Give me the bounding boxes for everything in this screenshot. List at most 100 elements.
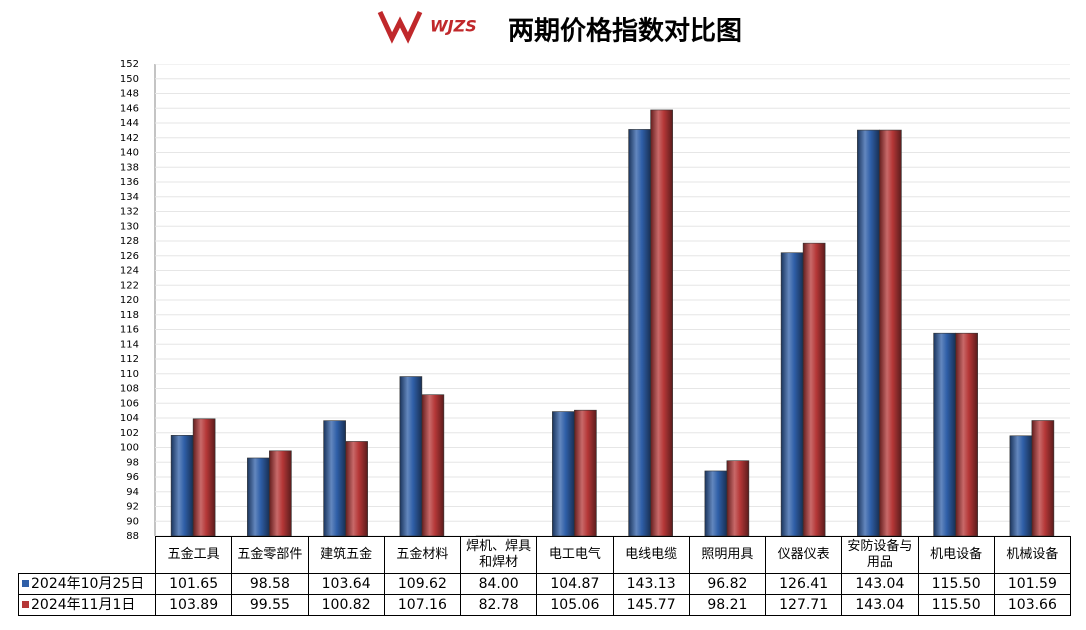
y-tick-label: 130 <box>120 221 139 232</box>
y-tick-label: 120 <box>120 295 139 306</box>
bar <box>704 470 728 536</box>
bar <box>574 409 597 536</box>
y-tick-label: 152 <box>120 59 139 70</box>
category-label: 机电设备 <box>917 536 995 574</box>
value-cell: 103.64 <box>307 573 385 595</box>
bar <box>933 332 956 536</box>
bar <box>192 418 216 536</box>
value-cell: 84.00 <box>459 573 538 595</box>
y-tick-label: 102 <box>120 428 139 439</box>
bar <box>879 129 902 536</box>
bar <box>345 441 368 536</box>
value-cell: 107.16 <box>383 594 462 616</box>
y-tick-label: 92 <box>126 502 139 513</box>
y-tick-label: 136 <box>120 177 139 188</box>
y-tick-label: 142 <box>120 133 139 144</box>
legend-swatch <box>22 580 29 587</box>
bar <box>955 332 978 536</box>
bar <box>802 242 826 536</box>
table-row: 2024年10月25日 101.65 98.58 103.64 109.62 84.00 1… <box>18 573 1072 595</box>
value-cell: 126.41 <box>764 573 843 595</box>
y-tick-label: 100 <box>120 443 139 454</box>
y-tick-label: 98 <box>126 457 139 468</box>
category-label: 建筑五金 <box>307 536 385 574</box>
logo-mark <box>377 10 423 44</box>
bar <box>857 129 880 536</box>
bar <box>1031 420 1055 536</box>
data-table: 五金工具 五金零部件 建筑五金 五金材料 焊机、焊具和焊材 电工电气 电线电缆 照明用具 仪器仪… <box>18 536 1072 616</box>
value-cell: 100.82 <box>307 594 385 616</box>
value-cell: 103.66 <box>993 594 1072 616</box>
category-label: 焊机、焊具和焊材 <box>459 536 538 574</box>
bar <box>552 411 575 536</box>
y-tick-label: 108 <box>120 384 139 395</box>
legend-cell: 2024年11月1日 <box>18 594 156 616</box>
bar <box>170 435 194 536</box>
y-tick-label: 132 <box>120 207 139 218</box>
table-row: 2024年11月1日 103.89 99.55 100.82 107.16 82.78 10… <box>18 594 1072 616</box>
value-cell: 82.78 <box>459 594 538 616</box>
y-tick-label: 104 <box>120 413 139 424</box>
value-cell: 143.04 <box>841 594 919 616</box>
y-tick-label: 146 <box>120 103 139 114</box>
category-label: 五金零部件 <box>231 536 309 574</box>
value-cell: 145.77 <box>612 594 690 616</box>
value-cell: 99.55 <box>231 594 309 616</box>
category-label: 五金材料 <box>383 536 462 574</box>
value-cell: 98.58 <box>231 573 309 595</box>
bar <box>780 252 804 536</box>
y-tick-label: 116 <box>120 325 139 336</box>
value-cell: 115.50 <box>917 573 995 595</box>
value-cell: 101.65 <box>154 573 233 595</box>
bar <box>650 109 673 536</box>
value-cell: 104.87 <box>536 573 614 595</box>
category-label: 五金工具 <box>154 536 233 574</box>
legend-label: 2024年11月1日 <box>31 597 136 613</box>
value-cell: 101.59 <box>993 573 1072 595</box>
bar <box>399 376 423 536</box>
y-tick-label: 134 <box>120 192 139 203</box>
legend-label: 2024年10月25日 <box>31 576 145 592</box>
chart-title: 两期价格指数对比图 <box>508 16 742 47</box>
y-tick-label: 138 <box>120 162 139 173</box>
corner-cell <box>19 537 156 574</box>
value-cell: 115.50 <box>917 594 995 616</box>
y-tick-label: 124 <box>120 266 139 277</box>
value-cell: 143.04 <box>841 573 919 595</box>
category-label: 电线电缆 <box>612 536 690 574</box>
category-label: 安防设备与用品 <box>841 536 919 574</box>
y-tick-label: 94 <box>126 487 139 498</box>
y-tick-label: 110 <box>120 369 139 380</box>
y-tick-label: 112 <box>120 354 139 365</box>
category-label: 电工电气 <box>536 536 614 574</box>
bar <box>1009 435 1033 536</box>
logo-text: WJZS <box>430 17 477 36</box>
value-cell: 127.71 <box>764 594 843 616</box>
y-tick-label: 122 <box>120 280 139 291</box>
y-tick-label: 126 <box>120 251 139 262</box>
y-tick-label: 150 <box>120 74 139 85</box>
y-tick-label: 118 <box>120 310 139 321</box>
y-tick-label: 90 <box>126 516 139 527</box>
category-label: 机械设备 <box>993 536 1072 574</box>
y-tick-label: 88 <box>126 531 139 542</box>
value-cell: 96.82 <box>688 573 767 595</box>
bar <box>323 420 346 536</box>
bar <box>269 450 292 536</box>
y-tick-label: 128 <box>120 236 139 247</box>
category-label: 照明用具 <box>688 536 767 574</box>
y-tick-label: 140 <box>120 148 139 159</box>
plot-area <box>155 64 1070 536</box>
value-cell: 98.21 <box>688 594 767 616</box>
logo: WJZS <box>377 10 477 44</box>
table-header-row: 五金工具 五金零部件 建筑五金 五金材料 焊机、焊具和焊材 电工电气 电线电缆 照明用具 仪器仪… <box>19 536 1072 574</box>
legend-cell: 2024年10月25日 <box>18 573 156 595</box>
value-cell: 143.13 <box>612 573 690 595</box>
y-tick-label: 106 <box>120 398 139 409</box>
value-cell: 103.89 <box>154 594 233 616</box>
y-tick-label: 148 <box>120 89 139 100</box>
bar <box>247 457 270 536</box>
legend-swatch <box>22 601 29 608</box>
